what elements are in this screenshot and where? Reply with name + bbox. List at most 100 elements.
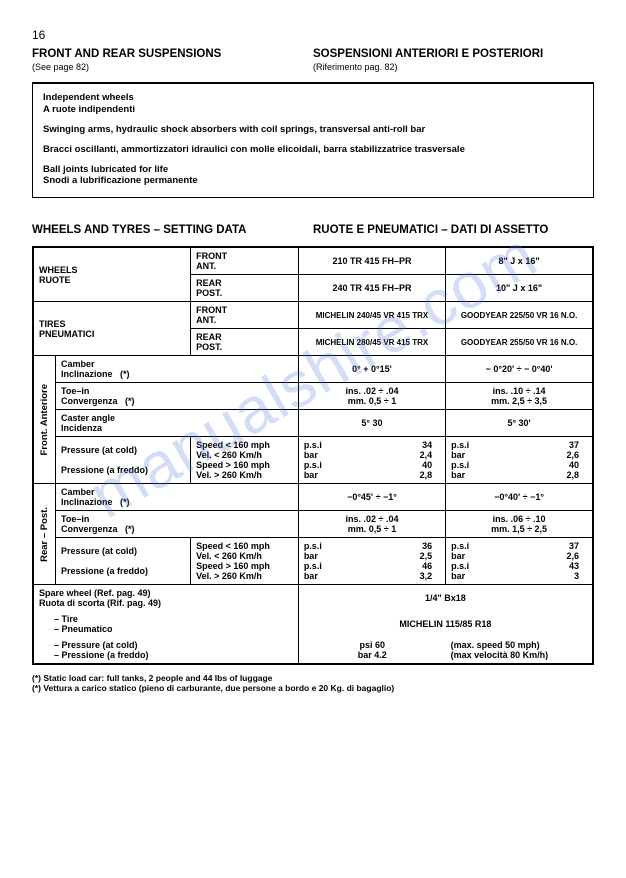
- spare-press-en: – Pressure (at cold): [54, 640, 138, 650]
- wheels-rear-a: 240 TR 415 FH–PR: [298, 275, 445, 302]
- rb-psi1: p.s.i: [451, 541, 491, 551]
- f-v1: 34: [344, 440, 440, 450]
- fb-v1: 37: [491, 440, 587, 450]
- r-toe-a1: ins. .02 ÷ .04: [345, 514, 398, 524]
- r-toe-a2: mm. 0,5 ÷ 1: [348, 524, 396, 534]
- footnote-en: (*) Static load car: full tanks, 2 peopl…: [32, 673, 594, 683]
- f-caster-l1: Caster angle: [61, 413, 115, 423]
- r-v1: 36: [344, 541, 440, 551]
- fb-v2: 2,6: [491, 450, 587, 460]
- desc-p2: Swinging arms, hydraulic shock absorbers…: [43, 124, 583, 136]
- f-camber-b: − 0°20' ÷ − 0°40': [446, 356, 593, 383]
- f-camber-l1: Camber: [61, 359, 95, 369]
- spare-en: Spare wheel (Ref. pag. 49): [39, 588, 151, 598]
- description-box: Independent wheels A ruote indipendenti …: [32, 82, 594, 198]
- lbl-ruote: RUOTE: [39, 275, 71, 285]
- spare-max-en: (max. speed 50 mph): [451, 640, 540, 650]
- r-press-l1: Pressure (at cold): [61, 546, 137, 556]
- lbl-tires: TIRES: [39, 319, 66, 329]
- lbl-post1: POST.: [196, 288, 222, 298]
- r-toe-b1: ins. .06 ÷ .10: [493, 514, 546, 524]
- r-sp1: Speed < 160 mph: [196, 541, 270, 551]
- f-press-l2: Pressione (a freddo): [61, 465, 148, 475]
- r-bar1: bar: [304, 551, 344, 561]
- footnote-it: (*) Vettura a carico statico (pieno di c…: [32, 683, 594, 693]
- r-sp4: Vel. > 260 Km/h: [196, 571, 262, 581]
- f-sp3: Speed > 160 mph: [196, 460, 270, 470]
- f-toe-l1: Toe–in: [61, 386, 89, 396]
- tires-rear-a: MICHELIN 280/45 VR 415 TRX: [298, 329, 445, 356]
- section1-title-en: FRONT AND REAR SUSPENSIONS: [32, 48, 313, 60]
- rb-psi2: p.s.i: [451, 561, 491, 571]
- vlabel-front: Front. Anteriore: [39, 384, 50, 455]
- lbl-pneu: PNEUMATICI: [39, 329, 94, 339]
- lbl-ant1: ANT.: [196, 261, 216, 271]
- f-camber-l2: Inclinazione: [61, 369, 113, 379]
- r-bar2: bar: [304, 571, 344, 581]
- lbl-rear2: REAR: [196, 332, 222, 342]
- f-star1: (*): [120, 369, 130, 379]
- lbl-rear1: REAR: [196, 278, 222, 288]
- fb-bar2: bar: [451, 470, 491, 480]
- f-psi1: p.s.i: [304, 440, 344, 450]
- fb-psi2: p.s.i: [451, 460, 491, 470]
- f-v2: 2,4: [344, 450, 440, 460]
- desc-p1a: Independent wheels: [43, 92, 134, 103]
- r-camber-l2: Inclinazione: [61, 497, 113, 507]
- tires-front-a: MICHELIN 240/45 VR 415 TRX: [298, 302, 445, 329]
- rb-v3: 43: [491, 561, 587, 571]
- f-bar2: bar: [304, 470, 344, 480]
- r-camber-b: −0°40' ÷ −1°: [446, 484, 593, 511]
- section1-ref-it: (Riferimento pag. 82): [313, 62, 594, 72]
- spare-max-it: (max velocità 80 Km/h): [451, 650, 549, 660]
- f-toe-a2: mm. 0,5 ÷ 1: [348, 396, 396, 406]
- r-toe-l1: Toe–in: [61, 514, 89, 524]
- f-caster-a: 5° 30: [298, 410, 445, 437]
- lbl-wheels: WHEELS: [39, 265, 78, 275]
- fb-psi1: p.s.i: [451, 440, 491, 450]
- fb-bar1: bar: [451, 450, 491, 460]
- spare-tire: MICHELIN 115/85 R18: [298, 611, 593, 637]
- f-caster-b: 5° 30': [446, 410, 593, 437]
- f-camber-a: 0° + 0°15': [298, 356, 445, 383]
- lbl-ant2: ANT.: [196, 315, 216, 325]
- f-sp2: Vel. < 260 Km/h: [196, 450, 262, 460]
- r-press-l2: Pressione (a freddo): [61, 566, 148, 576]
- section1-ref-en: (See page 82): [32, 62, 313, 72]
- f-toe-b2: mm. 2,5 ÷ 3,5: [491, 396, 547, 406]
- fb-v3: 40: [491, 460, 587, 470]
- r-camber-a: −0°45' ÷ −1°: [298, 484, 445, 511]
- f-psi2: p.s.i: [304, 460, 344, 470]
- f-star2: (*): [125, 396, 135, 406]
- r-psi2: p.s.i: [304, 561, 344, 571]
- spare-press-it: – Pressione (a freddo): [54, 650, 149, 660]
- f-toe-a1: ins. .02 ÷ .04: [345, 386, 398, 396]
- spec-table: WHEELS RUOTE FRONTANT. 210 TR 415 FH–PR …: [32, 246, 594, 665]
- f-sp4: Vel. > 260 Km/h: [196, 470, 262, 480]
- tires-front-b: GOODYEAR 225/50 VR 16 N.O.: [446, 302, 593, 329]
- r-toe-b2: mm. 1,5 ÷ 2,5: [491, 524, 547, 534]
- tires-rear-b: GOODYEAR 255/50 VR 16 N.O.: [446, 329, 593, 356]
- f-toe-l2: Convergenza: [61, 396, 118, 406]
- section2-title-it: RUOTE E PNEUMATICI – DATI DI ASSETTO: [313, 224, 594, 236]
- r-v4: 3,2: [344, 571, 440, 581]
- desc-p1b: A ruote indipendenti: [43, 104, 135, 115]
- page-number: 16: [32, 28, 594, 42]
- r-psi1: p.s.i: [304, 541, 344, 551]
- f-v3: 40: [344, 460, 440, 470]
- f-v4: 2,8: [344, 470, 440, 480]
- rb-v2: 2,6: [491, 551, 587, 561]
- r-v3: 46: [344, 561, 440, 571]
- r-toe-l2: Convergenza: [61, 524, 118, 534]
- desc-p4a: Ball joints lubricated for life: [43, 164, 168, 175]
- desc-p3: Bracci oscillanti, ammortizzatori idraul…: [43, 144, 583, 156]
- vlabel-rear: Rear – Post.: [39, 507, 50, 562]
- f-bar1: bar: [304, 450, 344, 460]
- spare-psi: psi 60: [359, 640, 385, 650]
- spare-bar: bar 4.2: [358, 650, 387, 660]
- wheels-front-a: 210 TR 415 FH–PR: [298, 247, 445, 275]
- rb-v1: 37: [491, 541, 587, 551]
- section2-title-en: WHEELS AND TYRES – SETTING DATA: [32, 224, 313, 236]
- r-sp3: Speed > 160 mph: [196, 561, 270, 571]
- spare-size: 1/4" Bx18: [298, 585, 593, 612]
